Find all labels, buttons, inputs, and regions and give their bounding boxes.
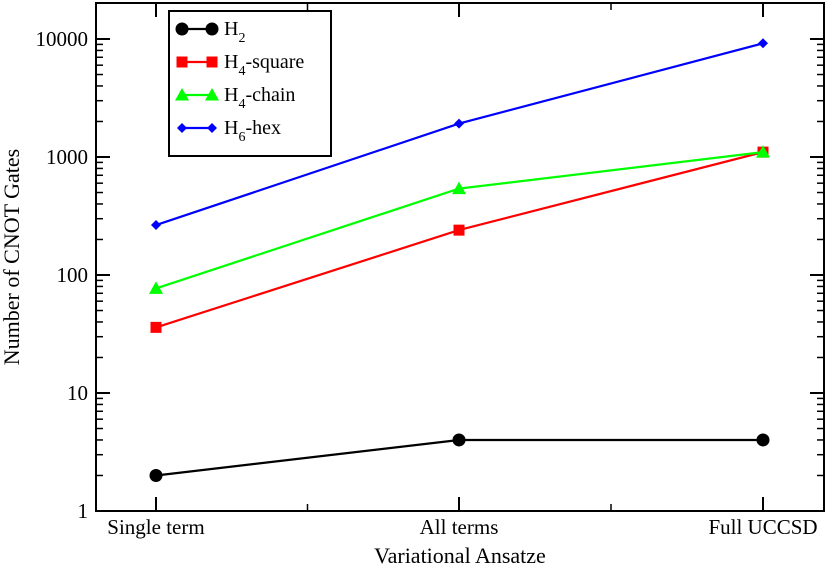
legend-marker [177, 123, 187, 133]
legend-box [168, 10, 332, 157]
legend-entry: H2 [175, 18, 245, 46]
series-H4-chain [149, 145, 770, 294]
series-line [155, 151, 764, 290]
x-tick-label: Full UCCSD [708, 515, 817, 539]
x-tick-label: Single term [107, 515, 204, 539]
legend-marker [206, 56, 218, 68]
y-tick-label: 1 [78, 499, 89, 523]
legend-marker [176, 56, 188, 68]
data-point [453, 224, 465, 236]
legend-entry: H4-chain [175, 84, 295, 112]
legend-entry: H6-hex [177, 117, 281, 145]
series-H2 [149, 433, 770, 482]
data-point [756, 433, 770, 447]
legend-label: H2 [224, 18, 245, 46]
x-tick-label: All terms [420, 515, 499, 539]
data-point [149, 468, 163, 482]
series-H6-hex [151, 38, 768, 231]
legend: H2 H4-square H4-chain H6-hex [168, 10, 332, 157]
data-point [452, 181, 466, 195]
data-point [452, 433, 466, 447]
ticks-layer: 1 10 100 1000 10000 Single term All terms Full … [36, 3, 824, 539]
series-line [155, 151, 764, 329]
data-point [758, 38, 768, 49]
legend-marker [207, 123, 217, 133]
y-tick-label: 100 [57, 263, 89, 287]
y-axis-label: Number of CNOT Gates [0, 149, 24, 366]
data-point [150, 321, 162, 333]
y-tick-label: 10 [67, 381, 88, 405]
legend-label: H6-hex [224, 117, 281, 145]
y-tick-label: 1000 [46, 145, 88, 169]
legend-marker [205, 88, 219, 101]
legend-entry: H4-square [176, 51, 304, 79]
legend-marker [205, 22, 219, 36]
series-H4-square [150, 146, 769, 333]
legend-marker [175, 88, 189, 101]
legend-marker [175, 22, 189, 36]
y-tick-label: 10000 [36, 27, 89, 51]
series-layer [149, 38, 770, 482]
data-point [151, 220, 161, 231]
data-point [149, 281, 163, 294]
legend-label: H4-square [224, 51, 304, 79]
data-point [756, 145, 770, 158]
data-point [454, 118, 464, 129]
x-axis-label: Variational Ansatze [374, 543, 546, 568]
legend-label: H4-chain [224, 84, 295, 112]
